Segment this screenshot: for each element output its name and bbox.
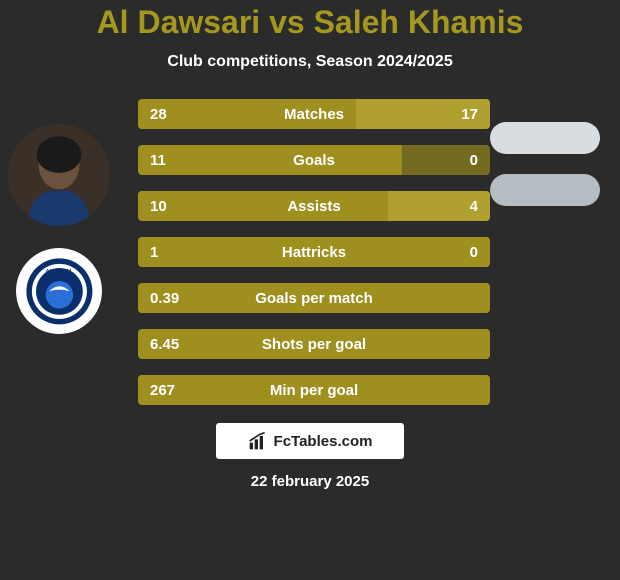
stat-rows: 28Matches1711Goals010Assists41Hattricks0…	[138, 99, 490, 405]
person-silhouette-icon	[8, 124, 110, 226]
player2-pill-1	[490, 122, 600, 154]
stat-label: Goals	[188, 152, 440, 169]
stat-label: Goals per match	[188, 290, 440, 307]
subtitle: Club competitions, Season 2024/2025	[0, 53, 620, 71]
stat-value-left: 11	[138, 152, 188, 169]
stat-value-left: 267	[138, 382, 188, 399]
stat-value-right: 0	[440, 244, 490, 261]
club-badge-icon: AL HILAL	[25, 257, 94, 326]
avatars-column: AL HILAL	[8, 124, 118, 356]
stat-value-left: 0.39	[138, 290, 188, 307]
page-title: Al Dawsari vs Saleh Khamis	[0, 4, 620, 41]
stat-value-left: 6.45	[138, 336, 188, 353]
stat-value-left: 10	[138, 198, 188, 215]
player1-avatar	[8, 124, 110, 226]
comparison-card: Al Dawsari vs Saleh Khamis Club competit…	[0, 0, 620, 580]
player2-pill-2	[490, 174, 600, 206]
club-crest: AL HILAL	[16, 248, 102, 334]
title-vs: vs	[269, 4, 305, 40]
date-text: 22 february 2025	[0, 473, 620, 490]
stat-label: Matches	[188, 106, 440, 123]
stat-row: 11Goals0	[138, 145, 490, 175]
stat-value-right: 0	[440, 152, 490, 169]
stat-row: 267Min per goal	[138, 375, 490, 405]
stat-row: 10Assists4	[138, 191, 490, 221]
right-pills	[490, 122, 608, 226]
stat-label: Min per goal	[188, 382, 440, 399]
stat-label: Assists	[188, 198, 440, 215]
stat-row: 0.39Goals per match	[138, 283, 490, 313]
bar-chart-icon	[248, 431, 268, 451]
svg-text:AL HILAL: AL HILAL	[45, 268, 73, 275]
stat-row: 1Hattricks0	[138, 237, 490, 267]
title-player1: Al Dawsari	[97, 4, 261, 40]
branding-text: FcTables.com	[274, 433, 373, 450]
branding-badge: FcTables.com	[216, 423, 404, 459]
stat-value-left: 28	[138, 106, 188, 123]
stat-value-right: 4	[440, 198, 490, 215]
stat-value-right: 17	[440, 106, 490, 123]
stat-row: 6.45Shots per goal	[138, 329, 490, 359]
title-player2: Saleh Khamis	[314, 4, 524, 40]
stat-row: 28Matches17	[138, 99, 490, 129]
stat-label: Shots per goal	[188, 336, 440, 353]
stat-label: Hattricks	[188, 244, 440, 261]
stat-value-left: 1	[138, 244, 188, 261]
